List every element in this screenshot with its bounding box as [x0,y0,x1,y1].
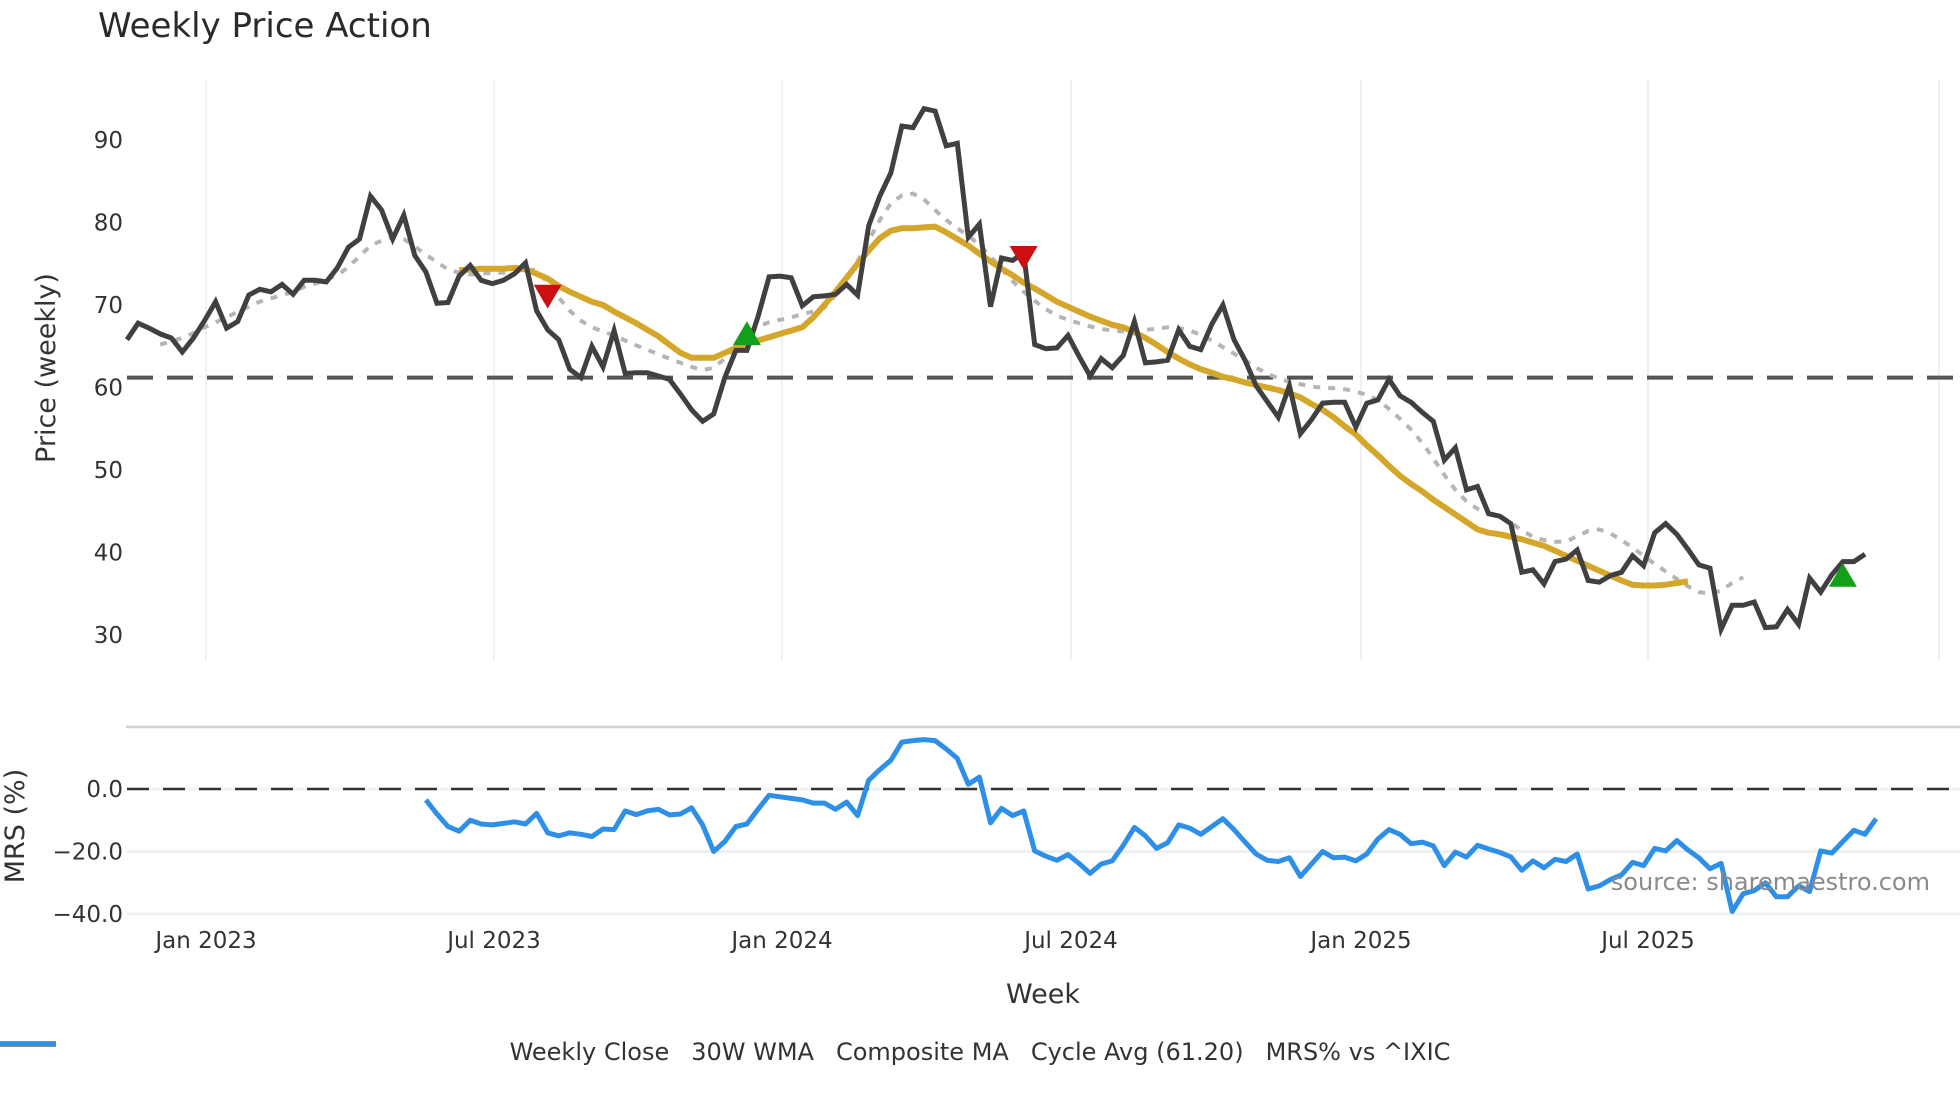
legend-item-30w-wma[interactable]: 30W WMA [0,1038,814,1066]
legend-label: 30W WMA [691,1038,814,1066]
mrs-y-axis-ticks: 0.0 −20.0 −40.0 [53,777,123,928]
y-tick-label: 60 [94,376,123,402]
price-panel: 90 80 70 60 50 40 30 Price (weekly) [31,80,1960,660]
chart-title: Weekly Price Action [98,6,432,46]
y-tick-label: −40.0 [53,902,123,928]
y-tick-label: 70 [94,293,123,319]
x-axis-ticks: Jan 2023 Jul 2023 Jan 2024 Jul 2024 Jan 2025… [153,928,1694,954]
legend-label: Weekly Close [509,1038,670,1066]
y-tick-label: 80 [94,211,123,237]
x-tick-label: Jul 2024 [1022,928,1118,954]
legend-item-mrs[interactable]: MRS% vs ^IXIC [0,1038,1451,1066]
x-tick-label: Jul 2025 [1599,928,1695,954]
y-tick-label: 40 [94,541,123,567]
legend-item-composite-ma[interactable]: Composite MA [0,1038,1009,1066]
mrs-y-axis-title: MRS (%) [0,769,31,884]
buy-signal-triangle-up-icon [1828,563,1857,587]
x-tick-label: Jan 2023 [153,928,256,954]
price-y-axis-title: Price (weekly) [31,273,62,463]
y-tick-label: 50 [94,458,123,484]
solid-line-icon [0,1041,56,1047]
legend-item-weekly-close[interactable]: Weekly Close [0,1038,670,1066]
mrs-panel: 0.0 −20.0 −40.0 MRS (%) source: sharemaest… [0,725,1960,928]
y-tick-label: 30 [94,623,123,649]
y-tick-label: 90 [94,128,123,154]
price-vertical-gridlines [205,80,1940,660]
legend-label: MRS% vs ^IXIC [1265,1038,1451,1066]
legend: Weekly Close 30W WMA Composite MA Cycle … [0,1034,1960,1070]
y-tick-label: 0.0 [86,777,123,803]
x-tick-label: Jan 2024 [729,928,832,954]
x-tick-label: Jul 2023 [445,928,541,954]
x-axis-title: Week [1006,979,1080,1010]
legend-label: Cycle Avg (61.20) [1030,1038,1244,1066]
weekly-close-line [124,105,1867,638]
wma-30w-line [458,223,1689,589]
legend-item-cycle-avg[interactable]: Cycle Avg (61.20) [2,1038,1244,1066]
sell-signal-triangle-down-icon [1009,245,1038,270]
legend-label: Composite MA [835,1038,1009,1066]
sell-signal-triangle-down-icon [533,284,562,309]
source-watermark: source: sharemaestro.com [1611,868,1930,896]
mrs-line [423,737,1879,914]
signal-markers [533,245,1857,587]
x-tick-label: Jan 2025 [1308,928,1411,954]
buy-signal-triangle-up-icon [732,321,761,346]
y-tick-label: −20.0 [53,840,123,866]
price-y-axis-ticks: 90 80 70 60 50 40 30 [94,128,123,649]
